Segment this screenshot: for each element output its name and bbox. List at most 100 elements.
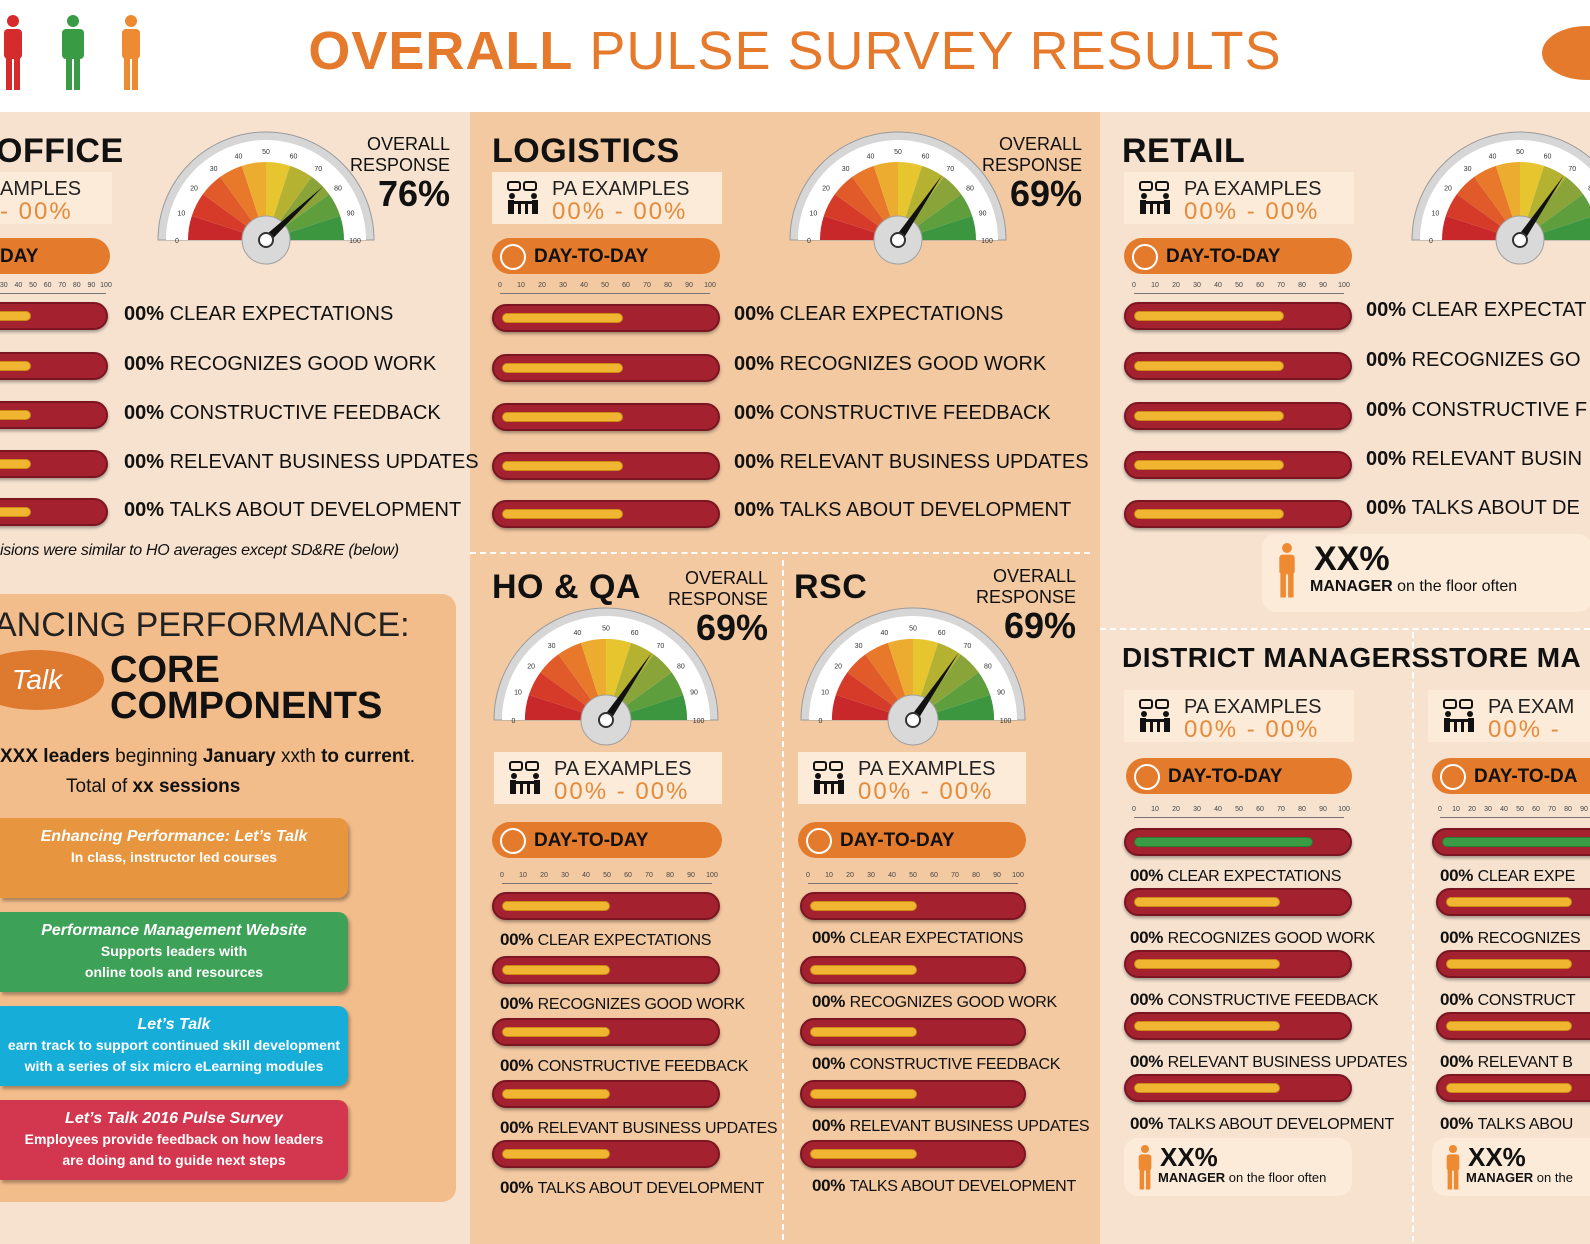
bar-office — [0, 401, 108, 429]
day-to-day-logistics: DAY-TO-DAY — [492, 238, 720, 274]
svg-text:100: 100 — [1000, 718, 1012, 725]
component-card: Enhancing Performance: Let’s Talk In clas… — [0, 818, 348, 898]
label-hoqa: 00% TALKS ABOUT DEVELOPMENT — [500, 1178, 764, 1197]
component-subtitle: are doing and to guide next steps — [62, 1152, 286, 1168]
bar-fill — [0, 507, 32, 517]
scale-tick: 20 — [1172, 806, 1180, 813]
scale-tick: 70 — [1548, 806, 1556, 813]
bar-district — [1124, 888, 1352, 916]
person-icon-orange — [122, 15, 140, 90]
svg-text:90: 90 — [690, 689, 698, 696]
lets-talk-logo: Talk — [0, 650, 104, 710]
panel-title-store: STORE MA — [1430, 642, 1582, 673]
scale-tick: 50 — [909, 872, 917, 879]
manager-on-floor: XX% MANAGER on the floor often — [1262, 534, 1590, 612]
component-title: Let’s Talk 2016 Pulse Survey — [65, 1110, 283, 1127]
label-office: 00% RELEVANT BUSINESS UPDATES — [124, 451, 479, 473]
svg-text:30: 30 — [548, 643, 556, 650]
meeting-icon — [507, 181, 538, 214]
svg-text:70: 70 — [657, 643, 665, 650]
scale-tick: 10 — [1151, 806, 1159, 813]
scale-tick: 40 — [582, 872, 590, 879]
scale-tick: 0 — [500, 872, 504, 879]
scale-tick: 70 — [58, 282, 67, 289]
label-store: 00% RELEVANT B — [1440, 1052, 1573, 1071]
scale-tick: 50 — [1516, 806, 1524, 813]
manager-percent: XX% — [1160, 1142, 1218, 1172]
bar-fill — [1442, 837, 1590, 847]
label-district: 00% TALKS ABOUT DEVELOPMENT — [1130, 1114, 1394, 1133]
svg-text:0: 0 — [807, 238, 811, 245]
scale-line — [0, 293, 106, 294]
scale-tick: 20 — [1172, 282, 1180, 289]
scale-tick: 50 — [29, 282, 37, 289]
bar-fill — [1134, 1021, 1280, 1031]
label-hoqa: 00% CLEAR EXPECTATIONS — [500, 930, 712, 949]
bar-fill — [502, 1149, 611, 1159]
bar-office — [0, 498, 108, 526]
scale-tick: 100 — [1338, 282, 1350, 289]
label-hoqa: 00% RELEVANT BUSINESS UPDATES — [500, 1118, 778, 1137]
svg-text:0: 0 — [175, 238, 179, 245]
scale-line — [808, 883, 1018, 884]
overall-response-rsc: OVERALL RESPONSE 69% — [975, 566, 1076, 646]
label-rsc: 00% CLEAR EXPECTATIONS — [812, 928, 1024, 947]
clock-icon — [1440, 764, 1466, 790]
scale-line — [1440, 817, 1590, 818]
scale-tick: 40 — [14, 282, 23, 289]
scale-tick: 10 — [519, 872, 527, 879]
scale-district: 0 10 20 30 40 50 60 70 80 90 100 — [1132, 806, 1350, 820]
manager-text: MANAGER on the — [1466, 1170, 1573, 1185]
divider — [470, 552, 1090, 554]
scale-tick: 90 — [687, 872, 695, 879]
scale-tick: 90 — [1319, 282, 1327, 289]
label-logistics: 00% RECOGNIZES GOOD WORK — [734, 353, 1047, 375]
scale-tick: 60 — [622, 282, 630, 289]
scale-tick: 40 — [1214, 282, 1222, 289]
bar-rsc — [800, 1018, 1026, 1046]
person-icon — [1279, 543, 1295, 598]
pa-label: PA EXAMPLES — [1184, 178, 1322, 200]
scale-tick: 30 — [559, 282, 567, 289]
bar-logistics — [492, 304, 720, 332]
person-icon — [1446, 1144, 1460, 1190]
label-logistics: 00% CLEAR EXPECTATIONS — [734, 303, 1004, 325]
panel-title-office: OFFICE — [0, 132, 124, 170]
meeting-icon — [509, 761, 540, 794]
day-to-day-office: DAY — [0, 238, 110, 274]
svg-text:100: 100 — [349, 238, 361, 245]
bar-hoqa — [492, 1080, 720, 1108]
label-office: 00% CLEAR EXPECTATIONS — [124, 303, 394, 325]
scale-tick: 40 — [1214, 806, 1222, 813]
svg-text:40: 40 — [867, 153, 875, 160]
svg-text:50: 50 — [262, 149, 270, 156]
scale-tick: 10 — [1151, 282, 1159, 289]
scale-tick: 80 — [1298, 806, 1306, 813]
svg-text:50: 50 — [1516, 149, 1524, 156]
component-card: Let’s Talk earn track to support continue… — [0, 1006, 348, 1086]
scale-tick: 80 — [664, 282, 672, 289]
scale-tick: 70 — [951, 872, 959, 879]
pa-range: 00% - 00% — [1184, 716, 1320, 743]
bar-rsc — [800, 892, 1026, 920]
bar-rsc — [800, 956, 1026, 984]
scale-tick: 70 — [643, 282, 651, 289]
label-hoqa: 00% CONSTRUCTIVE FEEDBACK — [500, 1056, 749, 1075]
bar-fill — [0, 459, 32, 469]
scale-tick: 10 — [517, 282, 525, 289]
scale-tick: 60 — [1532, 806, 1540, 813]
scale-tick: 30 — [1484, 806, 1492, 813]
scale-tick: 100 — [1012, 872, 1024, 879]
pa-examples-rsc: PA EXAMPLES 00% - 00% — [798, 752, 1026, 805]
svg-text:30: 30 — [1464, 166, 1472, 173]
bar-retail — [1124, 402, 1352, 430]
day-to-day-label: DAY-TO-DAY — [1168, 766, 1283, 787]
bar-fill — [810, 1089, 918, 1099]
day-to-day-store: DAY-TO-DA — [1432, 758, 1590, 794]
svg-text:10: 10 — [821, 689, 829, 696]
label-office: 00% RECOGNIZES GOOD WORK — [124, 353, 437, 375]
pa-examples-logistics: PA EXAMPLES 00% - 00% — [492, 172, 722, 225]
label-retail: 00% RELEVANT BUSIN — [1366, 448, 1583, 470]
svg-text:20: 20 — [834, 664, 842, 671]
